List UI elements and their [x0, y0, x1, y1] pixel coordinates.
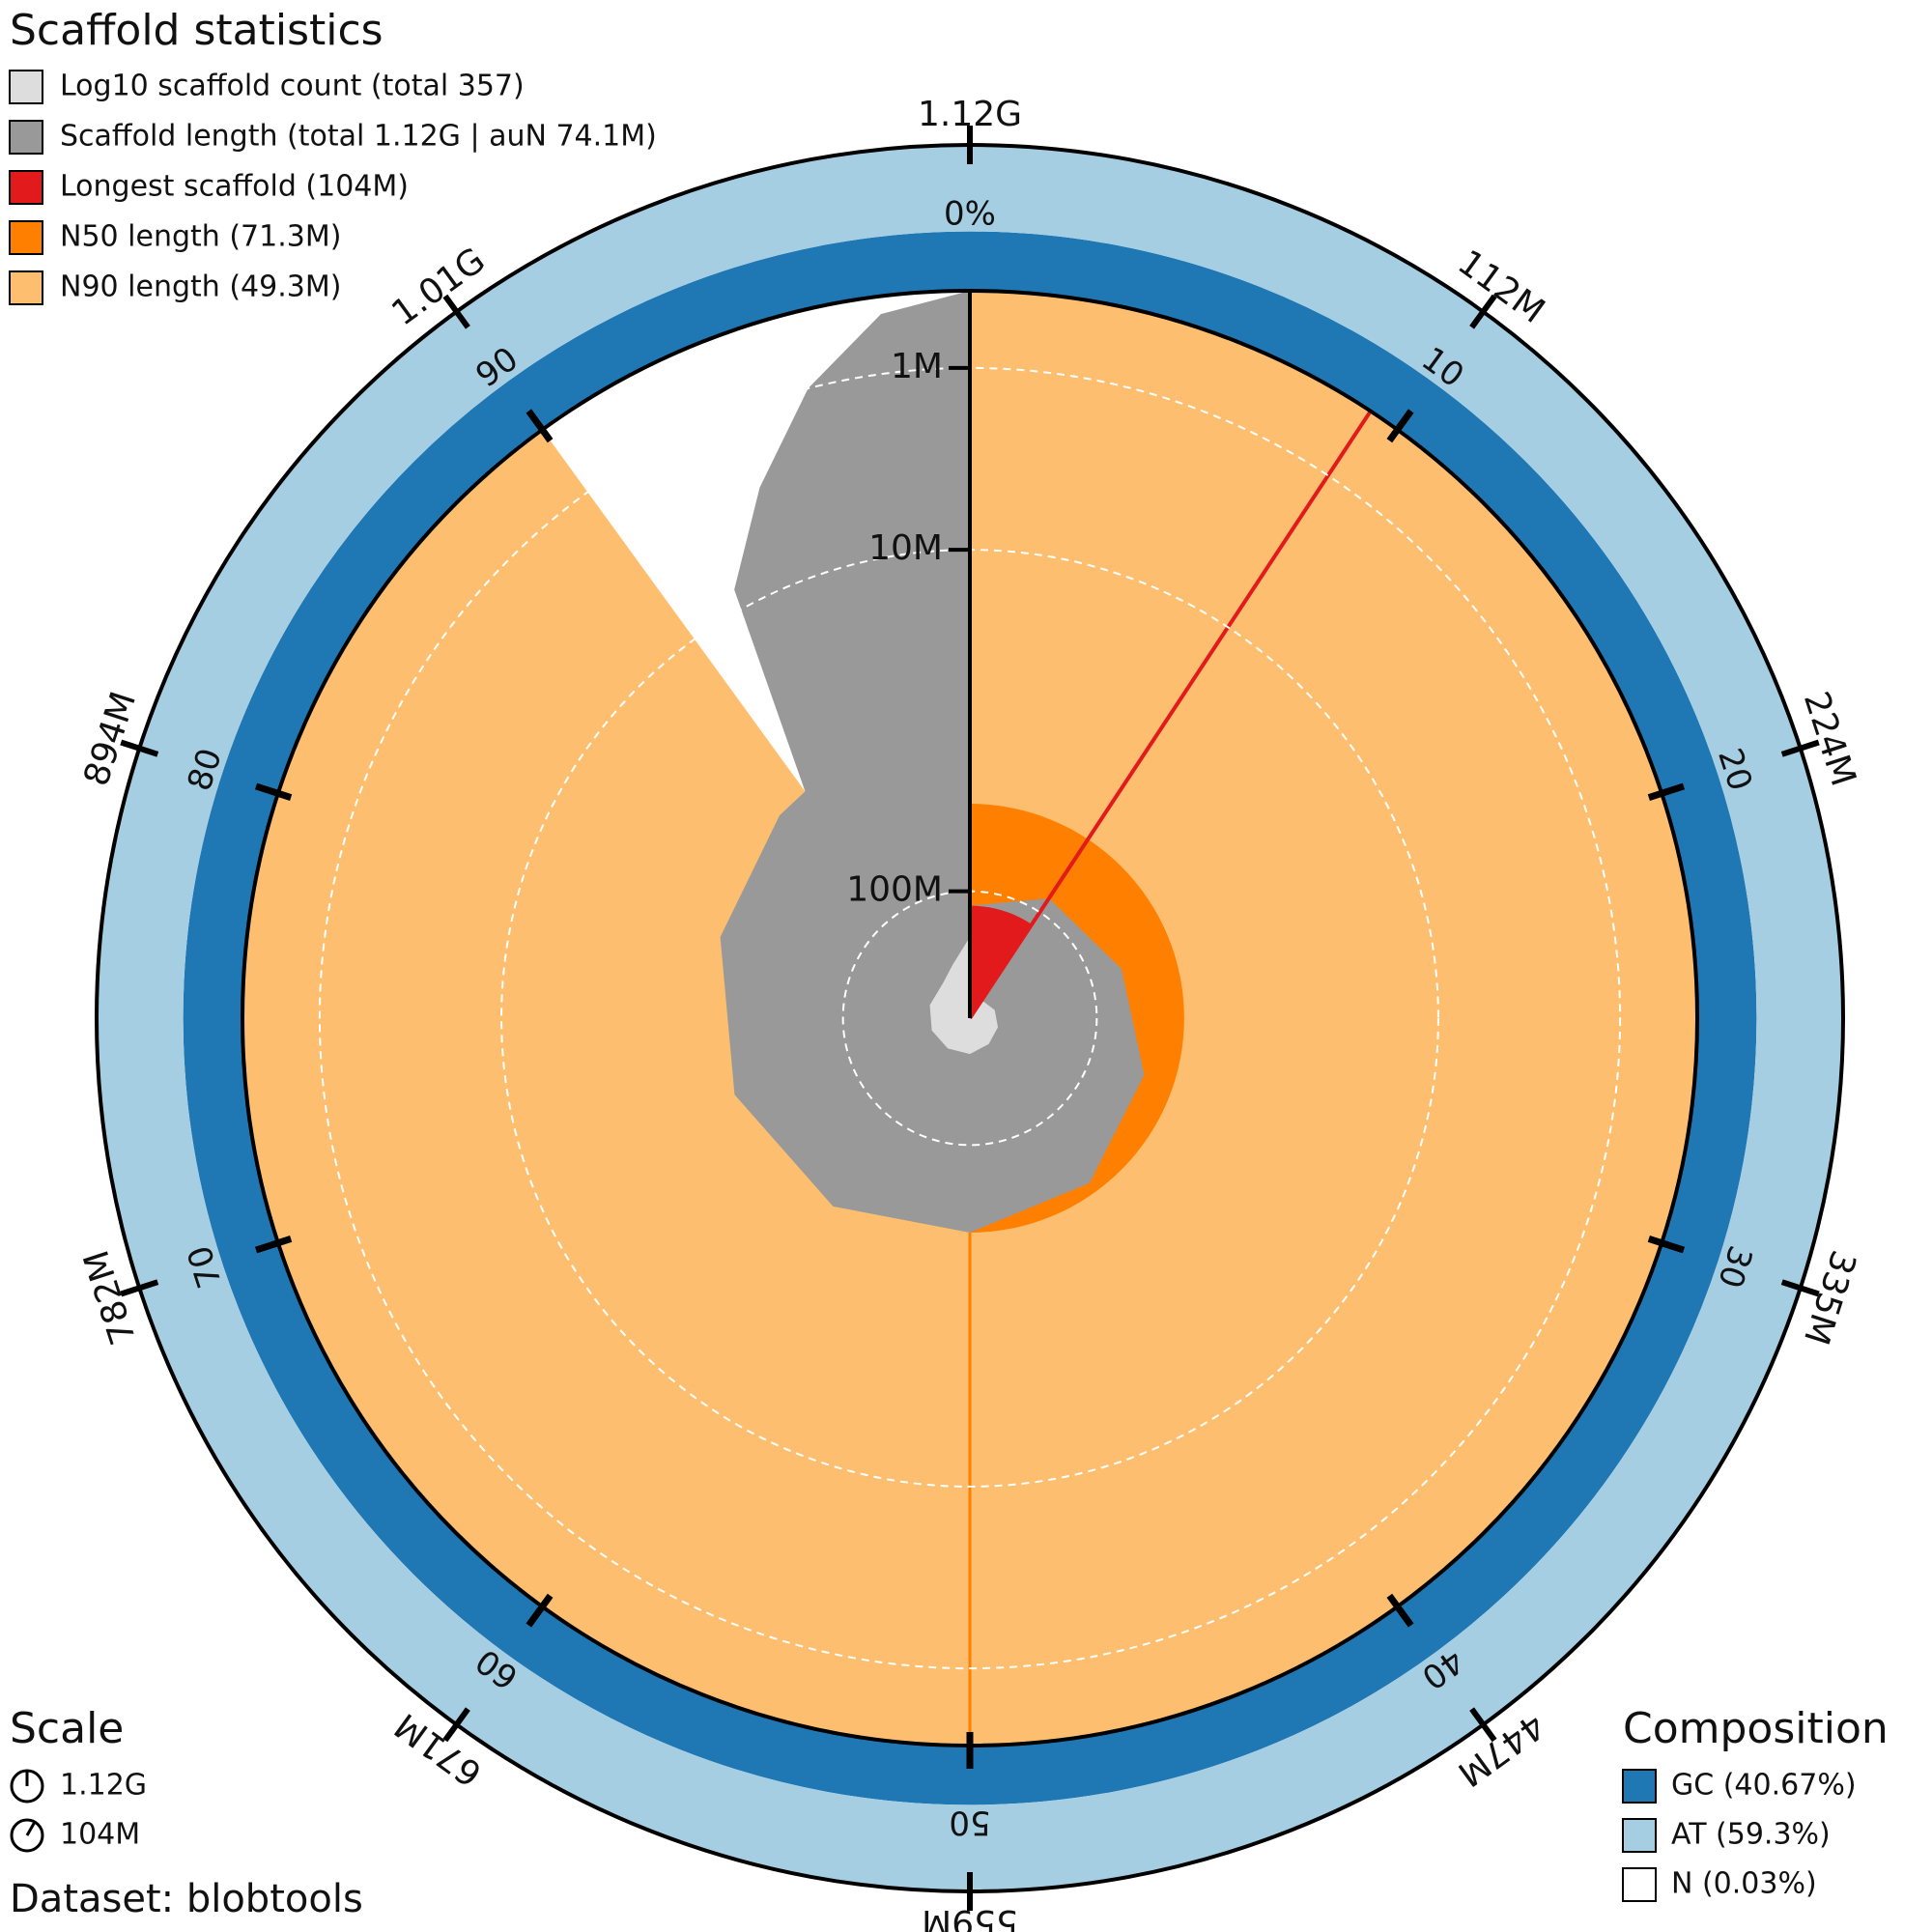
- legend-swatch: [9, 220, 43, 255]
- composition-ring: [183, 231, 1757, 1805]
- length-curve: [720, 291, 1145, 1233]
- r-tick-label: 10M: [868, 528, 943, 568]
- inner-tick: [1647, 782, 1686, 801]
- chart-title: Scaffold statistics: [10, 6, 384, 55]
- composition-title: Composition: [1623, 1704, 1889, 1753]
- composition-swatch: [1622, 1818, 1657, 1853]
- legend-label: Scaffold length (total 1.12G | auN 74.1M…: [60, 120, 657, 154]
- outer-tick: [442, 1707, 470, 1743]
- composition-legend: GC (40.67%) AT (59.3%) N (0.03%): [1622, 1769, 1857, 1902]
- outer-tick: [1780, 739, 1820, 757]
- scale-item: 104M: [60, 1818, 140, 1852]
- scale-title: Scale: [10, 1704, 124, 1753]
- inner-tick-label: 50: [949, 1804, 990, 1842]
- composition-label: GC (40.67%): [1671, 1769, 1857, 1803]
- composition-label: N (0.03%): [1671, 1867, 1817, 1901]
- composition-swatch: [1622, 1867, 1657, 1902]
- inner-tick: [254, 1236, 293, 1254]
- longest-sector: [970, 905, 1033, 1018]
- outer-tick-label: 559M: [922, 1902, 1018, 1932]
- legend-label: Log10 scaffold count (total 357): [60, 70, 525, 103]
- plot-area: 1M10M100M0%1020304050607080901.12G112M22…: [76, 95, 1862, 1932]
- longest-line: [968, 410, 1373, 1020]
- legend-label: N50 length (71.3M): [60, 220, 341, 254]
- scale-item: 1.12G: [60, 1769, 147, 1803]
- count-curve: [929, 937, 999, 1055]
- legend-label: Longest scaffold (104M): [60, 170, 409, 204]
- inner-tick: [1647, 1236, 1686, 1254]
- legend-swatch: [9, 270, 43, 305]
- legend-swatch: [9, 120, 43, 155]
- outer-tick: [442, 294, 470, 329]
- composition-label: AT (59.3%): [1671, 1818, 1831, 1852]
- inner-tick: [1386, 409, 1414, 443]
- legend-swatch: [9, 70, 43, 104]
- outer-tick: [1469, 294, 1497, 329]
- outer-tick: [1780, 1279, 1820, 1297]
- inner-tick: [526, 409, 554, 443]
- outer-tick: [120, 739, 159, 757]
- scale-icon: [10, 1769, 44, 1853]
- legend-swatch: [9, 170, 43, 205]
- inner-tick-label: 0%: [944, 195, 996, 234]
- outer-tick: [120, 1279, 159, 1297]
- dataset-label: Dataset: blobtools: [10, 1877, 363, 1921]
- r-tick-label: 1M: [891, 347, 943, 386]
- composition-swatch: [1622, 1769, 1657, 1804]
- legend-label: N90 length (49.3M): [60, 270, 341, 304]
- outer-tick-label: 1.12G: [918, 95, 1022, 134]
- outer-tick: [1469, 1707, 1497, 1743]
- r-tick-label: 100M: [846, 870, 943, 910]
- inner-tick: [254, 782, 293, 801]
- composition-ring: [97, 145, 1843, 1891]
- inner-tick: [526, 1593, 554, 1628]
- inner-tick: [1386, 1593, 1414, 1628]
- legend: Log10 scaffold count (total 357) Scaffold…: [9, 70, 657, 305]
